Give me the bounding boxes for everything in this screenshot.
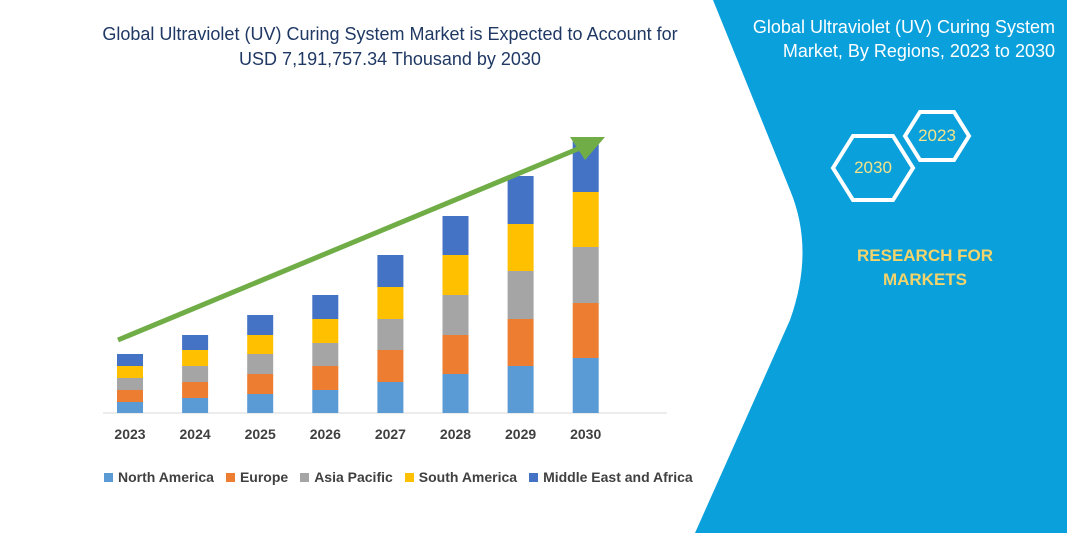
legend-swatch — [225, 472, 235, 482]
hexagon-2023 — [902, 110, 972, 162]
x-tick-label: 2025 — [244, 426, 276, 442]
legend-item: South America — [404, 469, 518, 485]
legend-label: Middle East and Africa — [543, 469, 693, 485]
legend-label: North America — [118, 469, 214, 485]
legend-swatch — [404, 472, 414, 482]
bar-segment-2025-asia-pacific — [247, 354, 274, 374]
trend-arrow-head — [570, 137, 605, 160]
bar-segment-2023-asia-pacific — [117, 378, 143, 390]
bar-segment-2023-middle-east-and-africa — [117, 354, 143, 366]
bar-segment-2026-middle-east-and-africa — [312, 295, 339, 319]
bar-segment-2030-asia-pacific — [572, 247, 599, 303]
bar-segment-2029-asia-pacific — [507, 271, 534, 319]
bar-segment-2029-north-america — [507, 366, 534, 413]
legend-swatch — [104, 472, 113, 482]
bar-segment-2027-south-america — [377, 287, 404, 319]
legend-item: North America — [104, 469, 214, 485]
x-tick-label: 2024 — [179, 426, 211, 442]
side-panel-title: Global Ultraviolet (UV) Curing System Ma… — [752, 17, 1055, 61]
legend-label: Asia Pacific — [314, 469, 393, 485]
bar-segment-2028-europe — [442, 335, 469, 374]
x-tick-label: 2028 — [439, 426, 472, 442]
bar-segment-2028-asia-pacific — [442, 295, 469, 335]
bar-segment-2025-south-america — [247, 335, 274, 354]
legend-item: Europe — [225, 469, 289, 485]
legend-swatch — [529, 472, 539, 482]
bar-segment-2027-middle-east-and-africa — [377, 255, 404, 287]
bar-segment-2025-middle-east-and-africa — [247, 315, 274, 335]
bar-segment-2024-asia-pacific — [182, 366, 209, 382]
bar-segment-2023-south-america — [117, 366, 143, 378]
bar-segment-2027-asia-pacific — [377, 319, 404, 350]
bar-segment-2025-europe — [247, 374, 274, 394]
side-panel-background — [695, 0, 1067, 533]
bar-segment-2024-south-america — [182, 350, 209, 366]
x-tick-label: 2023 — [114, 426, 146, 442]
x-tick-label: 2030 — [570, 426, 602, 442]
legend: North America Europe Asia Pacific South Ame… — [104, 469, 693, 485]
x-tick-label: 2026 — [309, 426, 341, 442]
hex-label-2030: 2030 — [854, 158, 892, 177]
hex-label-2023: 2023 — [918, 126, 956, 145]
legend-item: Middle East and Africa — [529, 469, 693, 485]
legend-swatch — [300, 472, 310, 482]
bar-segment-2026-asia-pacific — [312, 343, 339, 366]
bar-segment-2028-south-america — [442, 255, 469, 295]
brand-text: RESEARCH FOR MARKETS — [856, 246, 993, 289]
x-tick-label: 2027 — [374, 426, 406, 442]
bar-segment-2024-europe — [182, 382, 209, 398]
legend-label: South America — [418, 469, 518, 485]
bar-segment-2030-north-america — [572, 358, 599, 413]
bar-segment-2024-north-america — [182, 398, 209, 413]
bar-segment-2029-europe — [507, 319, 534, 366]
hexagon-2030 — [830, 134, 916, 202]
bar-segment-2027-north-america — [377, 382, 404, 413]
bar-segment-2026-europe — [312, 366, 339, 390]
bar-segment-2025-north-america — [247, 394, 274, 413]
legend-item: Asia Pacific — [300, 469, 393, 485]
bar-segment-2030-europe — [572, 303, 599, 358]
bar-segment-2027-europe — [377, 350, 404, 382]
bar-segment-2029-middle-east-and-africa — [507, 176, 534, 224]
bar-segment-2029-south-america — [507, 224, 534, 271]
bar-segment-2028-north-america — [442, 374, 469, 413]
bar-segment-2028-middle-east-and-africa — [442, 216, 469, 255]
bar-segment-2026-north-america — [312, 390, 339, 413]
bar-segment-2023-north-america — [117, 402, 143, 413]
trend-arrow-line — [117, 145, 581, 343]
bar-segment-2023-europe — [117, 390, 143, 402]
bar-segment-2030-south-america — [572, 192, 599, 247]
legend-label: Europe — [239, 469, 289, 485]
bar-segment-2026-south-america — [312, 319, 339, 343]
bar-segment-2024-middle-east-and-africa — [182, 335, 209, 350]
chart-title: Global Ultraviolet (UV) Curing System Ma… — [102, 24, 678, 69]
x-tick-label: 2029 — [505, 426, 537, 442]
